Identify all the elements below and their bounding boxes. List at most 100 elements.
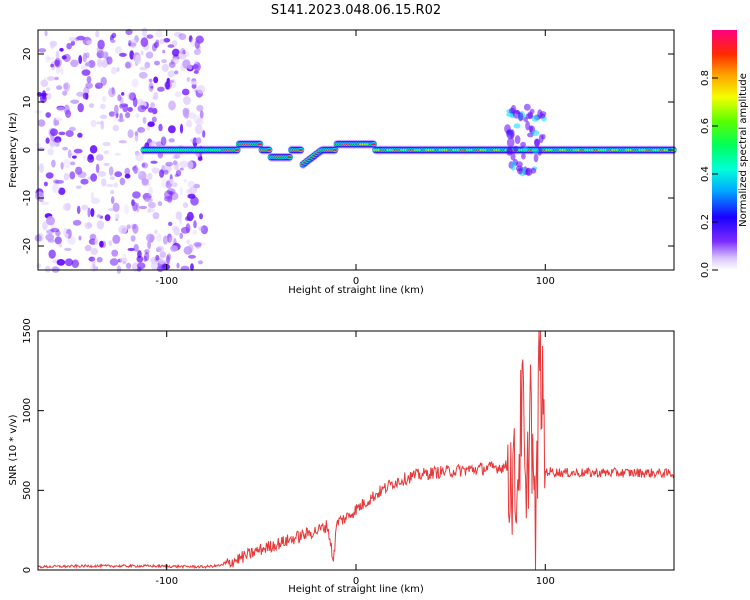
noise-blob [63, 159, 72, 169]
colorbar: 0.0 0.2 0.4 0.6 0.8 Normalized spectral ampl… [700, 30, 749, 278]
snr-y-label: SNR (10 * v/v) [8, 414, 19, 485]
noise-blob [185, 119, 193, 128]
noise-blob [144, 252, 150, 262]
noise-blob [49, 40, 58, 47]
snr-y-tick-label: 0 [22, 567, 33, 573]
burst-blob [533, 153, 539, 163]
noise-blob [187, 193, 196, 199]
noise-blob [40, 201, 50, 206]
snr-x-ticks: -100 0 100 [155, 331, 555, 587]
noise-blob [119, 177, 126, 186]
noise-blob [49, 128, 59, 136]
noise-blob [161, 59, 168, 64]
burst-blob [506, 147, 513, 156]
noise-blob [60, 162, 64, 170]
noise-blob [64, 258, 74, 267]
noise-blob [125, 112, 131, 119]
burst-blob [522, 146, 529, 152]
noise-blob [58, 187, 66, 195]
noise-blob [56, 85, 63, 90]
burst-blob [523, 103, 531, 111]
noise-blob [96, 220, 105, 230]
noise-blob [108, 240, 113, 247]
noise-blob [182, 202, 189, 209]
noise-blob [132, 223, 139, 234]
noise-blob [127, 247, 135, 252]
noise-blob [160, 136, 167, 146]
noise-blob [151, 167, 160, 174]
noise-blob [187, 160, 194, 170]
noise-blob [45, 55, 51, 63]
noise-blob [113, 182, 119, 188]
noise-blob [175, 211, 183, 220]
snr-x-label: Height of straight line (km) [288, 584, 424, 595]
noise-blob [138, 71, 148, 79]
noise-blob [179, 232, 183, 240]
noise-blob [159, 169, 165, 178]
noise-blob [120, 103, 129, 107]
noise-blob [114, 171, 123, 178]
spectrogram-y-label: Frequency (Hz) [8, 112, 19, 188]
noise-blob [133, 244, 139, 252]
noise-blob [168, 61, 176, 68]
noise-blob [97, 170, 106, 177]
noise-blob [158, 258, 166, 265]
noise-blob [131, 223, 137, 230]
noise-blob [126, 224, 131, 230]
colorbar-tick-label: 0.8 [700, 70, 711, 86]
burst-blob [533, 138, 541, 147]
noise-blob [81, 69, 91, 76]
noise-blob [135, 152, 144, 162]
x-tick-label: -100 [155, 276, 178, 287]
noise-blob [115, 213, 120, 219]
noise-blob [99, 240, 104, 248]
noise-blob [76, 91, 85, 97]
noise-blob [190, 263, 194, 271]
noise-blob [45, 112, 51, 118]
noise-blob [178, 33, 187, 40]
noise-blob [166, 179, 171, 186]
noise-blob [140, 50, 144, 56]
noise-blob [166, 188, 176, 195]
noise-blob [103, 162, 110, 167]
ridge-core [257, 143, 263, 146]
snr-x-tick-label: -100 [155, 576, 178, 587]
noise-blob [110, 196, 115, 205]
noise-blob [86, 40, 93, 45]
noise-blob [185, 223, 191, 234]
burst-blob [540, 113, 546, 119]
colorbar-gradient [712, 30, 737, 270]
noise-blob [162, 49, 166, 54]
noise-blob [84, 244, 92, 252]
noise-blob [191, 83, 197, 89]
noise-blob [88, 256, 96, 262]
noise-blob [187, 180, 195, 188]
spectrogram-ridge [140, 103, 677, 177]
noise-blob [161, 179, 169, 189]
noise-blob [176, 262, 180, 269]
noise-blob [72, 155, 77, 159]
noise-blob [63, 83, 69, 90]
noise-blob [90, 208, 95, 217]
noise-blob [167, 80, 175, 83]
noise-blob [53, 117, 57, 127]
noise-blob [188, 35, 193, 43]
colorbar-tick-label: 0.2 [700, 214, 711, 230]
noise-blob [76, 35, 86, 41]
noise-blob [168, 138, 175, 143]
noise-blob [134, 54, 142, 65]
noise-blob [101, 178, 107, 187]
noise-blob [140, 128, 144, 133]
noise-blob [127, 92, 135, 101]
noise-blob [55, 64, 61, 75]
noise-blob [100, 76, 107, 86]
noise-blob [173, 154, 181, 159]
noise-blob [97, 58, 102, 68]
spectrogram-x-label: Height of straight line (km) [288, 285, 424, 296]
noise-blob [168, 100, 176, 111]
burst-blob [513, 145, 518, 153]
burst-blob [531, 115, 540, 122]
noise-blob [66, 42, 72, 50]
snr-panel: -100 0 100 0 500 1000 1500 Height of straight… [8, 318, 675, 595]
